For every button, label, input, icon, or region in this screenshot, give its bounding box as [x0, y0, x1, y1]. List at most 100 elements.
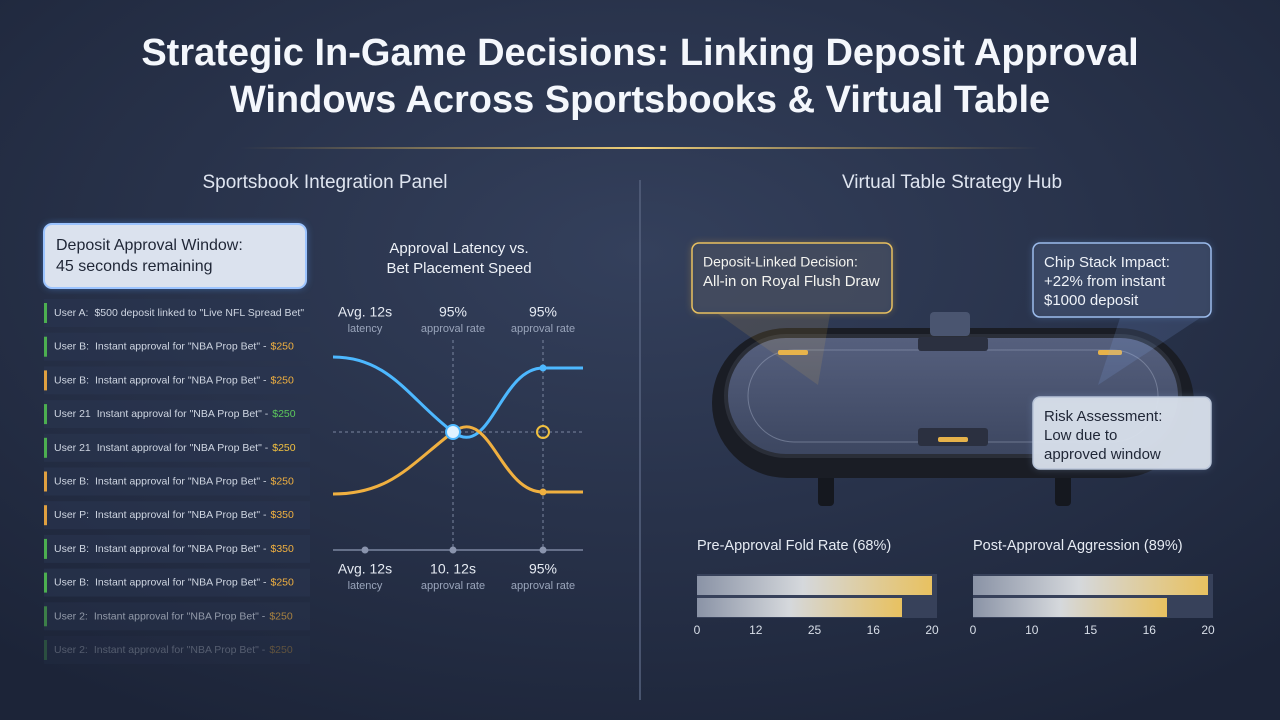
- status-bar: [44, 538, 47, 559]
- feed-row: User 21 Instant approval for "NBA Prop Be…: [44, 433, 310, 462]
- feed-text: User B: Instant approval for "NBA Prop Be…: [54, 543, 294, 555]
- feed-text: User B: Instant approval for "NBA Prop Be…: [54, 576, 294, 588]
- title: Strategic In-Game Decisions: Linking Dep…: [141, 32, 1138, 121]
- user: User B:: [54, 576, 89, 588]
- user: User 2:: [54, 610, 88, 622]
- chart-title: Approval Latency vs.: [389, 240, 528, 257]
- feed-row-bg: [44, 568, 310, 597]
- stat-value: 95%: [529, 561, 557, 577]
- gauge-bar: [973, 598, 1167, 617]
- stat-caption: latency: [348, 323, 383, 335]
- chip-light: [778, 350, 808, 355]
- gauge-bar: [973, 576, 1208, 595]
- amount: $250: [269, 644, 293, 656]
- feed-text: User 2: Instant approval for "NBA Prop Be…: [54, 610, 293, 622]
- gauge-label: Post-Approval Aggression (89%): [973, 538, 1183, 554]
- gauge-tick-label: 15: [1084, 623, 1098, 637]
- feed-row: User A: $500 deposit linked to "Live NFL …: [44, 299, 310, 327]
- latency-chart: Approval Latency vs. Bet Placement Speed…: [332, 240, 583, 592]
- amount: $250: [272, 408, 296, 420]
- amount: $250: [270, 340, 294, 352]
- status-bar: [44, 572, 47, 593]
- callout-text: Low due to: [1044, 427, 1117, 444]
- feed-row-bg: [44, 400, 310, 429]
- amount: $350: [270, 543, 294, 555]
- status-bar: [44, 404, 47, 425]
- message: $500 deposit linked to "Live NFL Spread …: [94, 307, 304, 319]
- callout-text: Risk Assessment:: [1044, 408, 1162, 425]
- user: User B:: [54, 374, 89, 386]
- section-heading: Sportsbook Integration Panel: [202, 172, 447, 193]
- user: User 2:: [54, 644, 88, 656]
- message: Instant approval for "NBA Prop Bet" -: [97, 408, 269, 420]
- amount: $250: [272, 442, 296, 454]
- feed-row: User 21 Instant approval for "NBA Prop Be…: [44, 400, 310, 429]
- gauge-tick-label: 10: [1025, 623, 1039, 637]
- status-bar: [44, 336, 47, 357]
- amount: $250: [269, 610, 293, 622]
- gauge-tick-label: 20: [1201, 623, 1215, 637]
- marker: [539, 364, 547, 372]
- divider: [240, 147, 1040, 149]
- feed-row-bg: [44, 636, 310, 664]
- gauge-tick-label: 0: [970, 623, 977, 637]
- feed-row-bg: [44, 366, 310, 395]
- activity-feed: User A: $500 deposit linked to "Live NFL …: [44, 299, 310, 664]
- callout-text: Chip Stack Impact:: [1044, 254, 1170, 271]
- intersection: [445, 424, 461, 440]
- axis-dot: [449, 546, 457, 554]
- feed-text: User 21 Instant approval for "NBA Prop Be…: [54, 408, 296, 420]
- seat: [918, 337, 988, 351]
- user: User A:: [54, 307, 88, 319]
- message: Instant approval for "NBA Prop Bet" -: [95, 475, 267, 487]
- feed-row-bg: [44, 602, 310, 631]
- amount: $250: [270, 374, 294, 386]
- feed-row: User B: Instant approval for "NBA Prop Be…: [44, 366, 310, 395]
- user: User 21: [54, 408, 91, 420]
- stat-value: Avg. 12s: [338, 561, 392, 577]
- gauge-tick-label: 20: [925, 623, 939, 637]
- feed-row-bg: [44, 433, 310, 462]
- stat-caption: approval rate: [511, 580, 575, 592]
- feed-row: User B: Instant approval for "NBA Prop Be…: [44, 332, 310, 361]
- amount: $350: [270, 509, 294, 521]
- feed-row-bg: [44, 534, 310, 563]
- feed-text: User B: Instant approval for "NBA Prop Be…: [54, 340, 294, 352]
- feed-row: User B: Instant approval for "NBA Prop Be…: [44, 534, 310, 563]
- axis-dot: [361, 546, 369, 554]
- table-leg: [818, 470, 834, 506]
- gauge-tick-label: 16: [867, 623, 881, 637]
- feed-row-bg: [44, 299, 310, 327]
- title-line: Strategic In-Game Decisions: Linking Dep…: [141, 32, 1138, 74]
- axis-dot: [539, 546, 547, 554]
- feed-row-bg: [44, 332, 310, 361]
- feed-row-bg: [44, 501, 310, 530]
- message: Instant approval for "NBA Prop Bet" -: [95, 509, 267, 521]
- user: User 21: [54, 442, 91, 454]
- feed-row-bg: [44, 467, 310, 496]
- feed-row: User P: Instant approval for "NBA Prop Be…: [44, 501, 310, 530]
- feed-text: User B: Instant approval for "NBA Prop Be…: [54, 475, 294, 487]
- marker: [539, 488, 547, 496]
- table-leg: [1055, 470, 1071, 506]
- deposit-card: [43, 223, 307, 289]
- callout-text: Deposit-Linked Decision:: [703, 254, 858, 270]
- stat-value: Avg. 12s: [338, 304, 392, 320]
- stat-value: 10. 12s: [430, 561, 476, 577]
- status-bar: [44, 471, 47, 492]
- status-bar: [44, 437, 47, 458]
- callout-box: [1032, 396, 1212, 470]
- feed-row: User 2: Instant approval for "NBA Prop Be…: [44, 636, 310, 664]
- message: Instant approval for "NBA Prop Bet" -: [95, 340, 267, 352]
- stat-value: 95%: [529, 304, 557, 320]
- message: Instant approval for "NBA Prop Bet" -: [95, 543, 267, 555]
- feed-row: User B: Instant approval for "NBA Prop Be…: [44, 467, 310, 496]
- feed-text: User A: $500 deposit linked to "Live NFL …: [54, 307, 304, 319]
- status-bar: [44, 606, 47, 627]
- user: User B:: [54, 340, 89, 352]
- user: User B:: [54, 543, 89, 555]
- status-bar: [44, 505, 47, 526]
- callout-box: [1032, 242, 1212, 318]
